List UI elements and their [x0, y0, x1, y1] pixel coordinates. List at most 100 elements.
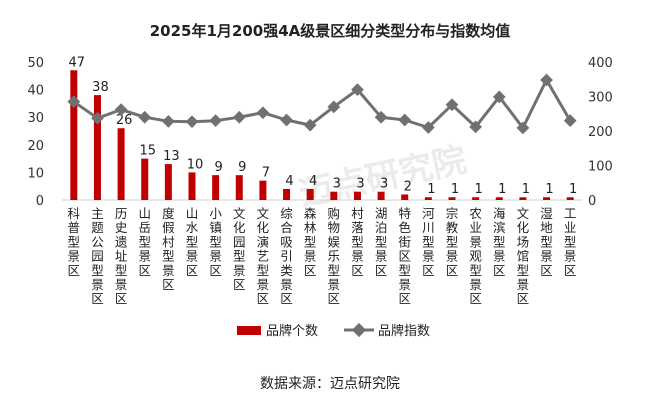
bar: [353, 191, 361, 200]
bar-data-label: 3: [333, 177, 341, 192]
category-label: 宗教型景区: [446, 206, 459, 278]
index-point: [161, 114, 175, 128]
category-label: 农业景观型景区: [469, 206, 482, 306]
bar: [330, 191, 338, 200]
bar-data-label: 4: [285, 174, 293, 189]
category-label: 科普型景区: [68, 206, 81, 278]
left-tick-label: 40: [27, 84, 44, 99]
bar: [93, 95, 101, 200]
bar-data-label: 1: [427, 182, 435, 197]
left-tick-label: 10: [27, 166, 44, 181]
left-tick-label: 0: [36, 194, 44, 209]
index-point: [469, 120, 483, 134]
category-label: 山水型景区: [186, 206, 199, 278]
left-tick-label: 50: [27, 56, 44, 71]
category-label: 森林型景区: [304, 206, 317, 278]
left-axis-ticks: 0 10 20 30 40 50: [27, 56, 44, 209]
bar-data-label: 3: [356, 177, 364, 192]
category-label: 购物娱乐型景区: [328, 206, 341, 306]
legend-label-bar: 品牌个数: [266, 323, 318, 339]
bar: [401, 194, 409, 200]
category-label: 主题公园型景区: [91, 206, 104, 306]
bar-data-label: 4: [309, 174, 317, 189]
bar-data-label: 9: [214, 160, 222, 175]
bar: [283, 188, 291, 200]
bar-series: [70, 70, 574, 200]
bar-data-label: 1: [474, 182, 482, 197]
index-point: [327, 100, 341, 114]
category-label: 山岳型景区: [138, 206, 151, 278]
legend-swatch-marker: [351, 322, 367, 338]
bar-data-label: 15: [139, 144, 156, 159]
index-point: [232, 110, 246, 124]
bar: [164, 164, 172, 200]
index-point: [421, 121, 435, 134]
right-tick-label: 200: [588, 125, 613, 140]
bar-data-label: 26: [116, 113, 133, 128]
index-point: [351, 83, 364, 96]
bar-data-label: 2: [404, 179, 412, 194]
bar-data-label: 7: [262, 166, 270, 181]
bar-data-label: 13: [163, 149, 180, 164]
chart-title: 2025年1月200强4A级景区细分类型分布与指数均值: [150, 22, 511, 40]
bar: [117, 128, 125, 200]
category-label: 湖泊型景区: [375, 206, 388, 278]
index-point: [303, 118, 317, 132]
left-tick-label: 30: [27, 111, 44, 126]
category-label: 河川型景区: [422, 206, 435, 278]
bar-data-label: 47: [69, 55, 86, 70]
category-label: 度假村型景区: [162, 206, 175, 292]
bar-data-label: 1: [545, 182, 553, 197]
category-label: 综合吸引类景区: [280, 206, 293, 306]
index-point: [280, 113, 293, 127]
right-tick-label: 100: [588, 160, 613, 175]
bar: [212, 175, 220, 200]
bar: [259, 180, 267, 200]
category-label: 村落型景区: [351, 206, 364, 278]
category-label: 小镇型景区: [209, 206, 222, 278]
bar-data-label: 38: [92, 80, 109, 95]
category-labels: 科普型景区主题公园型景区历史遗址型景区山岳型景区度假村型景区山水型景区小镇型景区…: [68, 206, 577, 306]
category-label: 文化场馆型景区: [517, 206, 530, 306]
index-point: [492, 90, 506, 104]
right-tick-label: 400: [588, 56, 613, 71]
bar-data-label: 9: [238, 160, 246, 175]
category-label: 海滨型景区: [493, 206, 506, 278]
legend-label-line: 品牌指数: [378, 323, 430, 339]
legend: 品牌个数 品牌指数: [237, 322, 430, 339]
index-point: [398, 113, 412, 127]
index-point: [445, 98, 459, 112]
category-label: 历史遗址型景区: [115, 206, 128, 306]
right-tick-label: 300: [588, 91, 613, 106]
legend-swatch-bar: [237, 326, 261, 335]
category-label: 文化演艺型景区: [257, 206, 270, 306]
index-point: [256, 106, 270, 120]
bar-data-label: 10: [187, 157, 204, 172]
bar: [141, 158, 149, 200]
index-point: [138, 110, 152, 124]
category-label: 工业型景区: [564, 206, 577, 278]
index-point: [185, 115, 199, 129]
index-line: [72, 78, 572, 130]
bar: [566, 197, 574, 200]
index-point: [374, 110, 388, 124]
bar-data-label: 1: [498, 182, 506, 197]
category-label: 文化园型景区: [233, 206, 246, 292]
index-point: [209, 114, 223, 128]
bar-data-label: 1: [569, 182, 577, 197]
bar-data-label: 3: [380, 177, 388, 192]
index-point: [563, 114, 577, 128]
bar: [424, 197, 432, 200]
category-label: 特色街区型景区: [398, 206, 411, 306]
right-tick-label: 0: [588, 194, 596, 209]
source-note: 数据来源：迈点研究院: [260, 376, 400, 392]
category-label: 湿地型景区: [540, 206, 553, 278]
bar: [472, 197, 480, 200]
bar: [70, 70, 78, 200]
bar: [188, 172, 196, 200]
bar: [235, 175, 243, 200]
index-point: [540, 73, 553, 87]
bar-data-label: 1: [522, 182, 530, 197]
bar: [495, 197, 503, 200]
